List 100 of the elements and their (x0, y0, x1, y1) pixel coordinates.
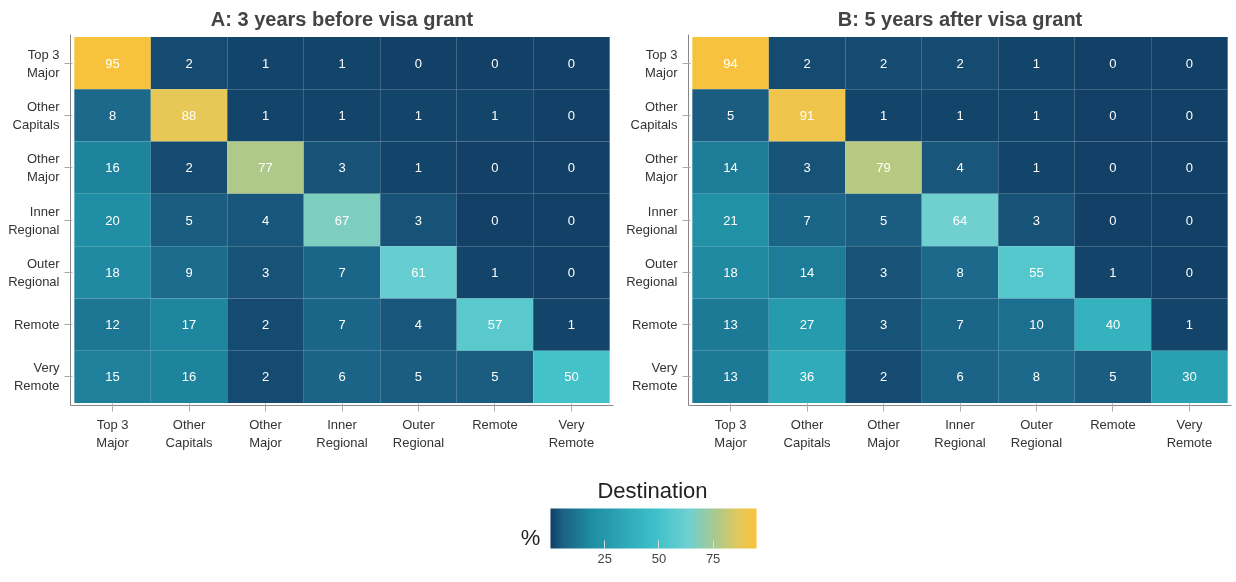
y-tick-label: Very Remote (631, 360, 678, 394)
data-label: 0 (567, 55, 576, 71)
data-label: 7 (803, 212, 811, 228)
data-label: 3 (803, 160, 811, 176)
y-tick-label: Other Capitals (630, 98, 679, 132)
y-tick-label: Other Major (644, 151, 679, 185)
data-label: 91 (799, 107, 815, 123)
data-label: 0 (1109, 160, 1117, 176)
data-label: 3 (414, 212, 423, 228)
data-label: 16 (105, 160, 120, 176)
data-label: 0 (491, 55, 499, 71)
data-label: 1 (414, 107, 423, 123)
data-label: 4 (261, 212, 270, 228)
x-tick-label: Very Remote (1166, 416, 1213, 450)
y-tick-label: Outer Regional (8, 255, 61, 289)
data-label: 8 (108, 107, 117, 123)
data-label: 88 (181, 107, 197, 123)
data-label: 6 (338, 369, 346, 385)
data-label: 13 (723, 369, 738, 385)
color-bar-label: 75 (705, 550, 721, 566)
data-label: 0 (1185, 212, 1194, 228)
data-label: 1 (338, 55, 346, 71)
x-tick-label: Outer Regional (392, 416, 445, 450)
chart-title: B: 5 years after visa grant (837, 7, 1083, 30)
data-label: 13 (723, 317, 738, 333)
data-label: 7 (338, 264, 346, 280)
data-label: 15 (105, 369, 120, 385)
data-label: 7 (956, 317, 964, 333)
data-label: 4 (956, 160, 964, 176)
data-label: 40 (1105, 317, 1121, 333)
data-label: 5 (491, 369, 499, 385)
y-tick-label: Inner Regional (8, 203, 61, 237)
y-tick-label: Other Major (26, 151, 61, 185)
y-tick-label: Remote (13, 317, 60, 333)
data-label: 1 (956, 107, 964, 123)
data-label: 2 (185, 160, 193, 176)
data-label: 6 (956, 369, 964, 385)
data-label: 5 (726, 107, 735, 123)
x-tick-label: Other Capitals (783, 416, 832, 450)
data-label: 1 (1032, 107, 1041, 123)
data-label: 1 (491, 264, 499, 280)
data-label: 5 (414, 369, 423, 385)
data-label: 27 (799, 317, 815, 333)
color-bar-label: 25 (597, 550, 612, 566)
data-label: 77 (258, 160, 273, 176)
data-label: 21 (723, 212, 738, 228)
x-tick-label: Outer Regional (1010, 416, 1063, 450)
data-label: 2 (261, 369, 270, 385)
x-tick-label: Top 3 Major (714, 416, 748, 450)
data-label: 0 (1109, 212, 1117, 228)
data-label: 3 (879, 264, 888, 280)
data-label: 61 (411, 264, 426, 280)
data-label: 95 (105, 55, 120, 71)
data-label: 0 (1109, 55, 1117, 71)
x-tick-label: Top 3 Major (96, 416, 130, 450)
data-label: 0 (1185, 264, 1194, 280)
data-label: 1 (338, 107, 346, 123)
data-label: 2 (185, 55, 193, 71)
data-label: 0 (567, 160, 576, 176)
data-label: 1 (879, 107, 888, 123)
data-label: 18 (723, 264, 738, 280)
x-tick-label: Inner Regional (934, 416, 986, 450)
data-label: 0 (491, 212, 499, 228)
data-label: 8 (1032, 369, 1041, 385)
y-tick-label: Inner Regional (626, 203, 679, 237)
data-label: 3 (261, 264, 270, 280)
data-label: 1 (414, 160, 423, 176)
color-bar-label: 50 (651, 550, 667, 566)
data-label: 3 (338, 160, 346, 176)
data-label: 94 (723, 55, 738, 71)
data-label: 2 (956, 55, 964, 71)
data-label: 30 (1182, 369, 1197, 385)
data-label: 14 (799, 264, 815, 280)
x-tick-label: Very Remote (548, 416, 595, 450)
data-label: 1 (491, 107, 499, 123)
y-tick-label: Remote (631, 317, 678, 333)
x-tick-label: Other Capitals (165, 416, 214, 450)
data-label: 16 (181, 369, 197, 385)
color-bar-title: % (520, 525, 541, 550)
data-label: 1 (261, 107, 270, 123)
data-label: 5 (1109, 369, 1117, 385)
y-tick-label: Very Remote (13, 360, 60, 394)
data-label: 18 (105, 264, 120, 280)
data-label: 50 (564, 369, 579, 385)
data-label: 3 (1032, 212, 1041, 228)
x-tick-label: Inner Regional (316, 416, 368, 450)
data-label: 2 (261, 317, 270, 333)
data-label: 0 (414, 55, 423, 71)
data-label: 5 (879, 212, 888, 228)
data-label: 1 (567, 317, 576, 333)
y-tick-label: Outer Regional (626, 255, 679, 289)
data-label: 14 (723, 160, 738, 176)
data-label: 2 (879, 55, 888, 71)
data-label: 0 (1185, 107, 1194, 123)
x-tick-label: Remote (1090, 416, 1136, 432)
data-label: 12 (105, 317, 120, 333)
data-label: 55 (1029, 264, 1044, 280)
data-label: 20 (105, 212, 120, 228)
data-label: 4 (414, 317, 423, 333)
y-tick-label: Top 3 Major (26, 46, 61, 80)
